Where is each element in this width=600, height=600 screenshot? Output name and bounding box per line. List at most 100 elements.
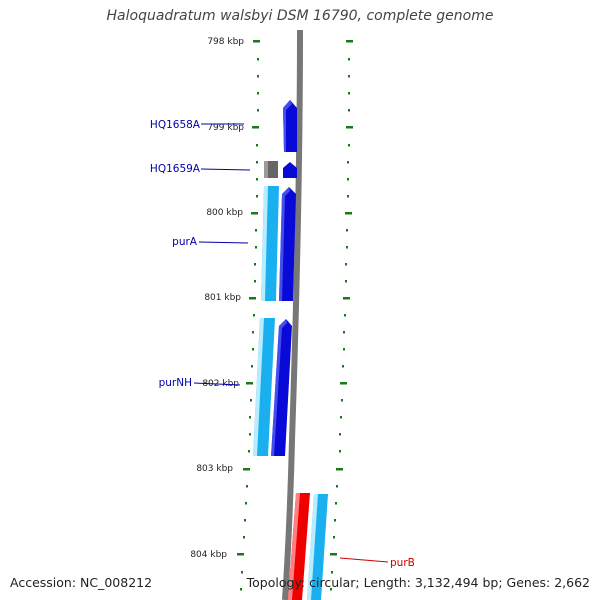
tick-minor (348, 75, 350, 78)
gene-hq1658a[interactable] (283, 100, 297, 152)
tick-minor (340, 416, 342, 419)
gene-labels: HQ1658A HQ1659A purA purNH purB (150, 119, 415, 569)
tick-minor (257, 109, 259, 112)
tick-minor (256, 195, 258, 198)
tick-major (340, 382, 347, 385)
cds-feature-highlight (283, 100, 292, 152)
cds-feature (283, 100, 297, 152)
tick-minor (330, 588, 332, 591)
ruler-left-track (237, 40, 260, 591)
tick-minor (252, 331, 254, 334)
tick-major-798 (253, 40, 260, 43)
tick-minor (333, 536, 335, 539)
tick-minor (257, 75, 259, 78)
accession-text: Accession: NC_008212 (10, 575, 153, 590)
tick-label: 798 kbp (207, 37, 244, 47)
gene-label-hq1658a: HQ1658A (150, 119, 201, 131)
ruler-right-track (330, 40, 353, 591)
leader-purb (339, 557, 389, 563)
tick-major-802 (246, 382, 253, 385)
tick-minor (343, 348, 345, 351)
tick-minor (347, 195, 349, 198)
tick-minor (339, 450, 341, 453)
gene-purnh[interactable] (253, 318, 292, 456)
tick-major (345, 212, 352, 215)
tick-label: 799 kbp (207, 123, 244, 133)
tick-major-799 (252, 126, 259, 129)
gene-purb[interactable] (288, 493, 328, 600)
tick-label: 801 kbp (204, 293, 241, 303)
tick-minor (256, 144, 258, 147)
tick-minor (347, 161, 349, 164)
tick-major-803 (243, 468, 250, 471)
tick-label: 800 kbp (206, 208, 243, 218)
tick-major-801 (249, 297, 256, 300)
tick-minor (254, 263, 256, 266)
tick-minor (254, 280, 256, 283)
tick-minor (253, 314, 255, 317)
tick-minor (343, 331, 345, 334)
tick-minor (241, 571, 243, 574)
tick-minor (336, 485, 338, 488)
tick-major-804 (237, 553, 244, 556)
tick-minor (334, 519, 336, 522)
gene-feature-highlight (261, 186, 268, 301)
tick-minor (252, 348, 254, 351)
tick-minor (344, 314, 346, 317)
tick-minor (255, 246, 257, 249)
tick-label: 804 kbp (190, 550, 227, 560)
cds-feature (283, 162, 297, 178)
tick-minor (251, 365, 253, 368)
tick-minor (245, 502, 247, 505)
tick-minor (248, 450, 250, 453)
tick-minor (250, 399, 252, 402)
tick-label: 803 kbp (196, 464, 233, 474)
tick-major (336, 468, 343, 471)
tick-minor (345, 263, 347, 266)
gene-label-purb: purB (390, 557, 415, 569)
tick-minor (341, 399, 343, 402)
leader-purnh (193, 382, 241, 386)
tick-minor (348, 109, 350, 112)
tick-minor (257, 92, 259, 95)
tick-minor (348, 92, 350, 95)
tick-minor (348, 58, 350, 61)
tick-minor (244, 519, 246, 522)
tick-minor (347, 178, 349, 181)
tick-minor (246, 485, 248, 488)
genome-title: Haloquadratum walsbyi DSM 16790, complet… (106, 8, 494, 24)
topology-text: Topology: circular; Length: 3,132,494 bp… (246, 575, 590, 590)
cds-feature (271, 319, 292, 456)
tick-minor (249, 433, 251, 436)
tick-minor (243, 536, 245, 539)
gene-hq1659a[interactable] (264, 161, 297, 178)
gene-feature-highlight (253, 318, 264, 456)
genome-backbone (282, 29, 303, 600)
gene-pura[interactable] (261, 186, 296, 301)
tick-minor (345, 280, 347, 283)
tick-minor (256, 178, 258, 181)
tick-minor (339, 433, 341, 436)
cds-feature-highlight (271, 319, 287, 456)
gene-label-hq1659a: HQ1659A (150, 163, 201, 175)
cds-feature-highlight (279, 187, 290, 301)
tick-minor (257, 58, 259, 61)
tick-major (330, 553, 337, 556)
tick-minor (342, 365, 344, 368)
tick-minor (256, 161, 258, 164)
leader-hq1659a (200, 168, 251, 171)
label-leaders (193, 123, 389, 563)
tick-minor (255, 229, 257, 232)
tick-minor (346, 246, 348, 249)
tick-minor (240, 588, 242, 591)
tick-minor (335, 502, 337, 505)
tick-major (346, 126, 353, 129)
cds-feature-highlight (288, 493, 300, 600)
tick-major-800 (251, 212, 258, 215)
gene-label-pura: purA (172, 236, 198, 248)
other-feature-highlight (264, 161, 268, 178)
ruler-tick-labels: 798 kbp 799 kbp 800 kbp 801 kbp 802 kbp … (190, 37, 244, 560)
gene-feature-highlight (307, 494, 318, 600)
